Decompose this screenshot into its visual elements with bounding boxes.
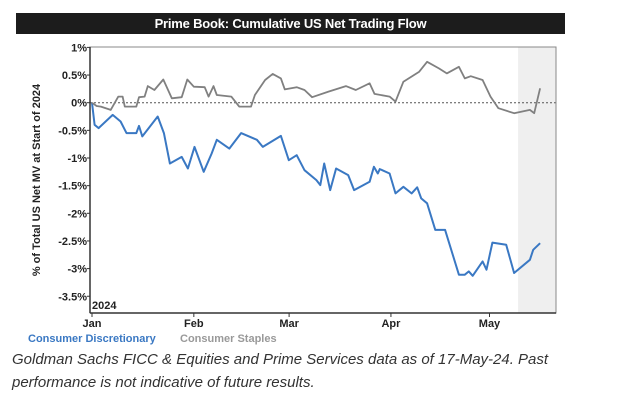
x-tick-label: May <box>479 318 501 330</box>
y-tick-label: 0.5% <box>62 70 87 82</box>
year-label: 2024 <box>92 300 117 312</box>
legend-consumer-staples: Consumer Staples <box>180 333 277 345</box>
x-tick-label: Mar <box>279 318 299 330</box>
y-tick-label: -0.5% <box>58 125 87 137</box>
y-tick-label: 1% <box>71 42 87 54</box>
y-axis-label: % of Total US Net MV at Start of 2024 <box>31 83 43 276</box>
chart-title: Prime Book: Cumulative US Net Trading Fl… <box>16 13 565 34</box>
x-tick-label: Feb <box>184 318 204 330</box>
legend-consumer-discretionary: Consumer Discretionary <box>28 333 156 345</box>
shaded-region <box>518 47 556 313</box>
y-tick-label: -2.5% <box>58 236 87 248</box>
y-tick-label: -3.5% <box>58 291 87 303</box>
y-tick-label: -1.5% <box>58 181 87 193</box>
y-tick-label: -3% <box>67 264 87 276</box>
series-line-consumer-staples <box>91 60 541 115</box>
series-line-consumer-discretionary <box>91 102 541 277</box>
footnote: Goldman Sachs FICC & Equities and Prime … <box>12 351 549 391</box>
y-tick-label: 0% <box>71 98 87 110</box>
x-tick-label: Apr <box>381 318 401 330</box>
x-tick-label: Jan <box>83 318 102 330</box>
y-tick-label: -2% <box>67 208 87 220</box>
y-tick-label: -1% <box>67 153 87 165</box>
